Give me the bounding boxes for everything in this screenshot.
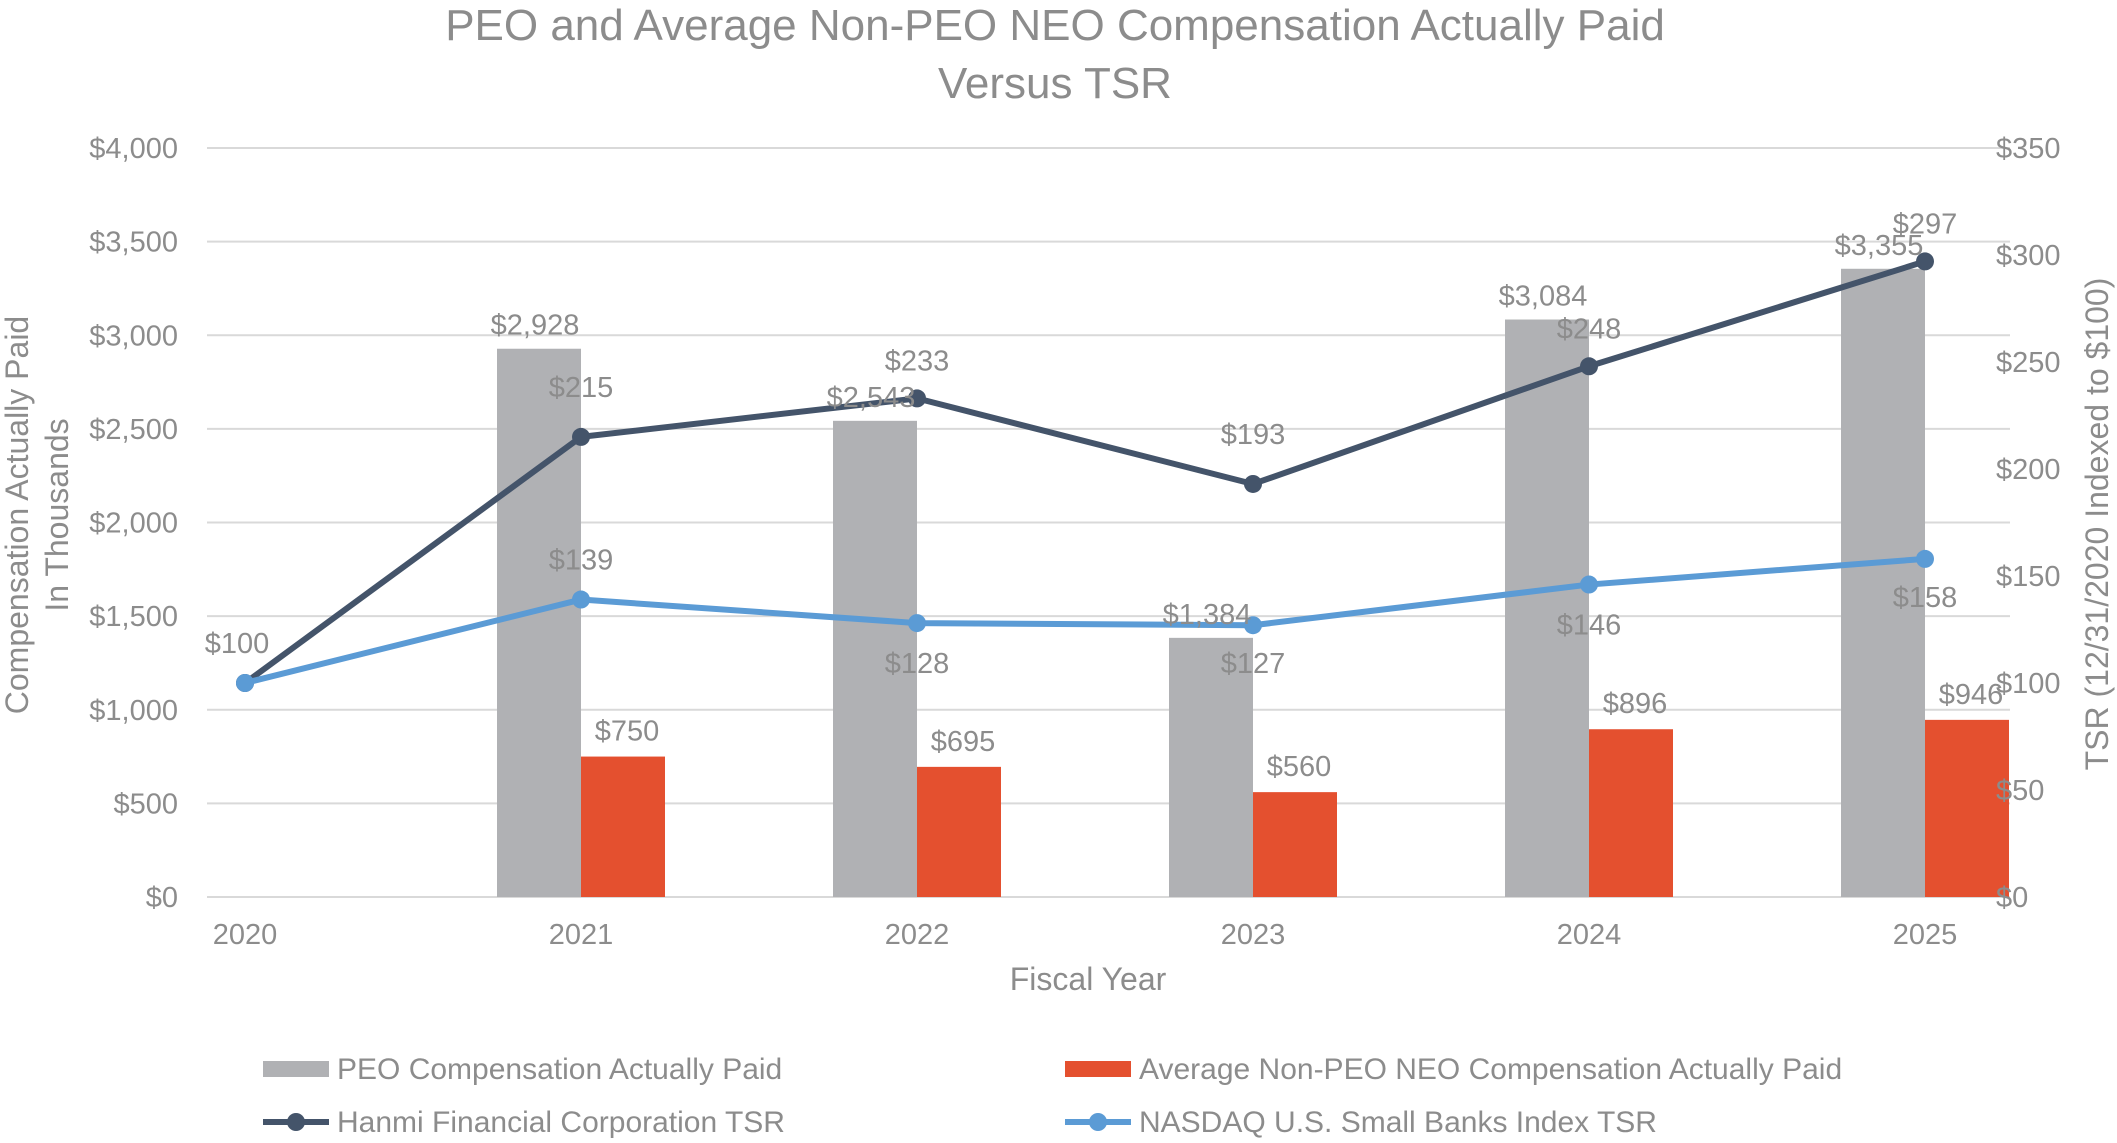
point-nasdaq-tsr — [236, 674, 254, 692]
y-left-tick-label: $0 — [146, 882, 178, 914]
legend-item: Hanmi Financial Corporation TSR — [263, 1106, 785, 1139]
bar-neo — [917, 766, 1001, 897]
bar-neo — [1253, 792, 1337, 897]
lines — [236, 252, 1934, 692]
data-label-neo: $946 — [1939, 679, 2004, 711]
line-hanmi-tsr — [243, 258, 1926, 686]
y-left-tick-label: $500 — [113, 788, 178, 820]
line-nasdaq-tsr — [244, 555, 1926, 686]
point-hanmi-tsr — [1244, 474, 1262, 493]
data-label-neo: $695 — [931, 726, 996, 758]
y-left-axis-title: Compensation Actually Paid In Thousands — [0, 316, 75, 714]
gridlines — [207, 147, 2010, 898]
y-left-axis-title-line: In Thousands — [39, 418, 75, 611]
axes: $0 $500 $1,000 $1,500 $2,000 $2,500 $3,000 $3,5… — [0, 133, 2115, 997]
y-right-tick-label: $150 — [1996, 561, 2061, 593]
data-label-nasdaq-tsr: $158 — [1893, 582, 1958, 614]
y-left-tick-label: $3,000 — [89, 320, 178, 352]
legend-label: PEO Compensation Actually Paid — [337, 1053, 782, 1086]
legend-swatch-marker — [287, 1113, 305, 1131]
data-label-hanmi-tsr: $100 — [205, 628, 270, 660]
data-label-hanmi-tsr: $248 — [1557, 313, 1622, 345]
data-labels: $2,928 $750 $2,543 $695 $1,384 $560 $3,084 $896… — [205, 208, 2004, 783]
y-left-axis-title-line: Compensation Actually Paid — [0, 316, 35, 714]
point-hanmi-tsr — [1580, 357, 1598, 376]
x-tick-label: 2025 — [1893, 919, 1958, 951]
y-right-tick-label: $50 — [1996, 775, 2044, 807]
bar-peo — [1505, 319, 1589, 897]
point-nasdaq-tsr — [1916, 549, 1934, 568]
y-right-axis-title-text: TSR (12/31/2020 Indexed to $100) — [2079, 278, 2115, 771]
y-right-axis-title: TSR (12/31/2020 Indexed to $100) — [2079, 278, 2115, 771]
data-label-peo: $2,928 — [491, 310, 580, 342]
data-label-neo: $560 — [1267, 751, 1332, 783]
x-axis-title: Fiscal Year — [1010, 961, 1167, 997]
bar-neo — [1925, 719, 2009, 897]
y-right-tick-label: $300 — [1996, 240, 2061, 272]
chart-title-line: PEO and Average Non-PEO NEO Compensation… — [445, 1, 1665, 50]
bar-neo — [1589, 729, 1673, 897]
legend-swatch — [1065, 1061, 1131, 1077]
data-label-nasdaq-tsr: $139 — [549, 545, 614, 577]
y-right-tick-label: $0 — [1996, 882, 2028, 914]
x-tick-label: 2020 — [213, 919, 278, 951]
legend-item: NASDAQ U.S. Small Banks Index TSR — [1065, 1106, 1657, 1139]
data-label-neo: $750 — [595, 716, 660, 748]
point-hanmi-tsr — [1916, 252, 1934, 271]
bar-neo — [581, 756, 665, 897]
y-left-tick-label: $3,500 — [89, 227, 178, 259]
y-left-tick-label: $2,500 — [89, 414, 178, 446]
legend-label: Average Non-PEO NEO Compensation Actuall… — [1139, 1053, 1842, 1086]
point-nasdaq-tsr — [1244, 616, 1262, 635]
y-right-tick-label: $100 — [1996, 668, 2061, 700]
y-left-tick-label: $1,000 — [89, 695, 178, 727]
data-label-neo: $896 — [1603, 688, 1668, 720]
data-label-hanmi-tsr: $233 — [885, 345, 950, 377]
bar-peo — [1169, 637, 1253, 897]
y-left-tick-label: $1,500 — [89, 601, 178, 633]
legend-swatch — [263, 1061, 329, 1077]
point-nasdaq-tsr — [908, 614, 926, 633]
legend-item: Average Non-PEO NEO Compensation Actuall… — [1065, 1053, 1842, 1086]
x-tick-label: 2022 — [885, 919, 950, 951]
data-label-peo: $1,384 — [1163, 599, 1252, 631]
y-right-tick-label: $200 — [1996, 454, 2061, 486]
bar-peo — [833, 420, 917, 897]
x-tick-label: 2024 — [1557, 919, 1622, 951]
y-right-tick-label: $250 — [1996, 347, 2061, 379]
x-tick-label: 2021 — [549, 919, 614, 951]
legend: PEO Compensation Actually Paid Average No… — [263, 1053, 1842, 1139]
point-hanmi-tsr — [908, 389, 926, 408]
chart-title-line: Versus TSR — [938, 59, 1172, 108]
data-label-nasdaq-tsr: $146 — [1557, 610, 1622, 642]
data-label-hanmi-tsr: $215 — [549, 372, 614, 404]
data-label-peo: $2,543 — [827, 382, 916, 414]
y-left-tick-label: $4,000 — [89, 133, 178, 165]
point-nasdaq-tsr — [572, 590, 590, 609]
bar-peo — [497, 348, 581, 897]
legend-label: NASDAQ U.S. Small Banks Index TSR — [1139, 1106, 1657, 1139]
legend-label: Hanmi Financial Corporation TSR — [337, 1106, 785, 1139]
data-label-hanmi-tsr: $297 — [1893, 208, 1958, 240]
bar-peo — [1841, 268, 1925, 897]
data-label-nasdaq-tsr: $128 — [885, 648, 950, 680]
bars — [497, 268, 2009, 897]
data-label-nasdaq-tsr: $127 — [1221, 648, 1286, 680]
x-tick-label: 2023 — [1221, 919, 1286, 951]
data-label-peo: $3,084 — [1499, 281, 1588, 313]
legend-item: PEO Compensation Actually Paid — [263, 1053, 782, 1086]
point-nasdaq-tsr — [1580, 575, 1598, 594]
data-label-hanmi-tsr: $193 — [1221, 419, 1286, 451]
legend-swatch-marker — [1089, 1113, 1107, 1131]
point-hanmi-tsr — [572, 427, 590, 446]
data-label-peo: $3,355 — [1835, 230, 1924, 262]
y-left-tick-label: $2,000 — [89, 508, 178, 540]
y-right-tick-label: $350 — [1996, 133, 2061, 165]
